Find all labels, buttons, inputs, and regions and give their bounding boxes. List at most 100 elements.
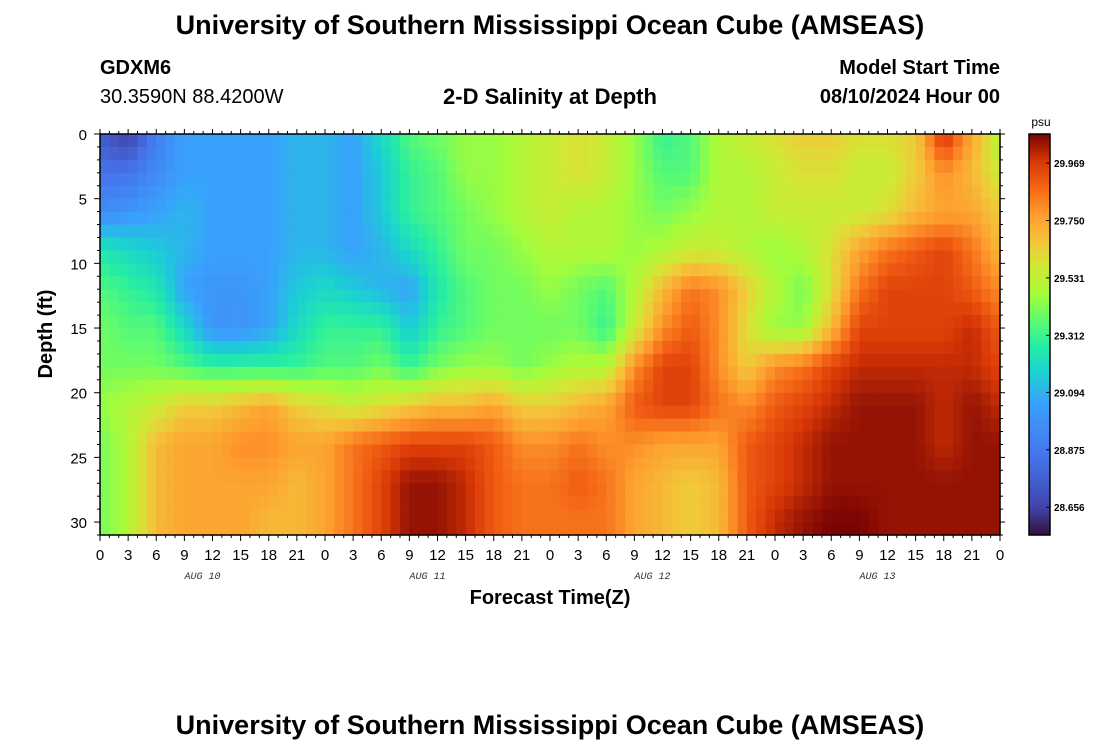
heat-cell: [128, 185, 139, 200]
heat-cell: [100, 237, 110, 252]
heat-cell: [306, 353, 317, 368]
heat-cell: [343, 444, 354, 458]
heat-cell: [906, 328, 917, 342]
heat-cell: [690, 224, 701, 239]
heat-cell: [531, 340, 542, 355]
heat-cell: [446, 353, 457, 368]
heat-cell: [287, 237, 298, 252]
heat-cell: [718, 366, 729, 381]
heat-cell: [362, 289, 373, 303]
heat-cell: [512, 509, 523, 523]
heat-cell: [709, 315, 720, 329]
heat-cell: [878, 496, 889, 510]
heat-cell: [371, 172, 382, 187]
heat-cell: [596, 328, 607, 342]
heat-cell: [634, 418, 645, 433]
heat-cell: [559, 470, 570, 484]
heat-cell: [671, 224, 682, 239]
heat-cell: [137, 185, 148, 200]
heat-cell: [662, 431, 673, 446]
heat-cell: [268, 496, 279, 510]
heat-cell: [559, 224, 570, 239]
heat-cell: [381, 315, 392, 329]
colorbar-unit: psu: [1031, 115, 1050, 129]
heat-cell: [681, 340, 692, 355]
heat-cell: [146, 457, 157, 471]
heat-cell: [746, 302, 757, 316]
heat-cell: [709, 185, 720, 200]
heat-cell: [793, 211, 804, 226]
heat-cell: [118, 444, 129, 458]
heat-cell: [371, 340, 382, 355]
heat-cell: [840, 340, 851, 355]
heat-cell: [475, 198, 485, 213]
heat-cell: [437, 328, 448, 342]
heat-cell: [240, 289, 251, 303]
heat-cell: [437, 250, 448, 264]
heat-cell: [643, 444, 654, 458]
heat-cell: [409, 340, 420, 355]
heat-cell: [671, 211, 682, 226]
heat-cell: [334, 444, 345, 458]
heat-cell: [353, 522, 364, 536]
heat-cell: [250, 328, 260, 342]
heat-cell: [709, 289, 720, 303]
heat-cell: [203, 263, 214, 277]
heat-cell: [128, 379, 139, 394]
heat-cell: [840, 496, 851, 510]
heat-cell: [578, 134, 589, 148]
heat-cell: [381, 353, 392, 368]
heat-cell: [193, 405, 204, 420]
heat-cell: [615, 172, 626, 187]
heat-cell: [193, 457, 204, 471]
heat-cell: [109, 444, 120, 458]
heat-cell: [756, 444, 767, 458]
heat-cell: [887, 522, 898, 536]
heat-cell: [315, 470, 326, 484]
heat-cell: [193, 211, 204, 226]
heat-cell: [625, 198, 635, 213]
heat-cell: [343, 483, 354, 497]
heat-cell: [943, 302, 954, 316]
heat-cell: [887, 340, 898, 355]
heat-cell: [175, 496, 185, 510]
heat-cell: [775, 353, 785, 368]
heat-cell: [409, 172, 420, 187]
heat-cell: [390, 237, 401, 252]
heat-cell: [203, 185, 214, 200]
heat-cell: [934, 315, 945, 329]
heat-cell: [475, 276, 485, 290]
heat-cell: [962, 366, 973, 381]
heat-cell: [521, 237, 532, 252]
heat-cell: [925, 353, 935, 368]
heat-cell: [765, 328, 776, 342]
heat-cell: [315, 509, 326, 523]
heat-cell: [643, 302, 654, 316]
heat-cell: [643, 379, 654, 394]
heat-cell: [371, 379, 382, 394]
heat-cell: [146, 134, 157, 148]
heat-cell: [334, 159, 345, 174]
heat-cell: [981, 211, 992, 226]
heat-cell: [203, 379, 214, 394]
heat-cell: [568, 509, 579, 523]
heat-cell: [353, 263, 364, 277]
heat-cell: [850, 418, 860, 433]
heat-cell: [718, 302, 729, 316]
heat-cell: [493, 353, 504, 368]
heat-cell: [325, 237, 335, 252]
heat-cell: [915, 159, 926, 174]
heat-cell: [381, 198, 392, 213]
heat-cell: [718, 470, 729, 484]
heat-cell: [906, 224, 917, 239]
heat-cell: [756, 237, 767, 252]
heat-cell: [803, 185, 814, 200]
heat-cell: [540, 405, 551, 420]
heat-cell: [521, 289, 532, 303]
heat-cell: [840, 185, 851, 200]
heat-cell: [568, 444, 579, 458]
heat-cell: [268, 134, 279, 148]
heat-cell: [381, 392, 392, 407]
heat-cell: [821, 328, 832, 342]
heat-cell: [850, 353, 860, 368]
